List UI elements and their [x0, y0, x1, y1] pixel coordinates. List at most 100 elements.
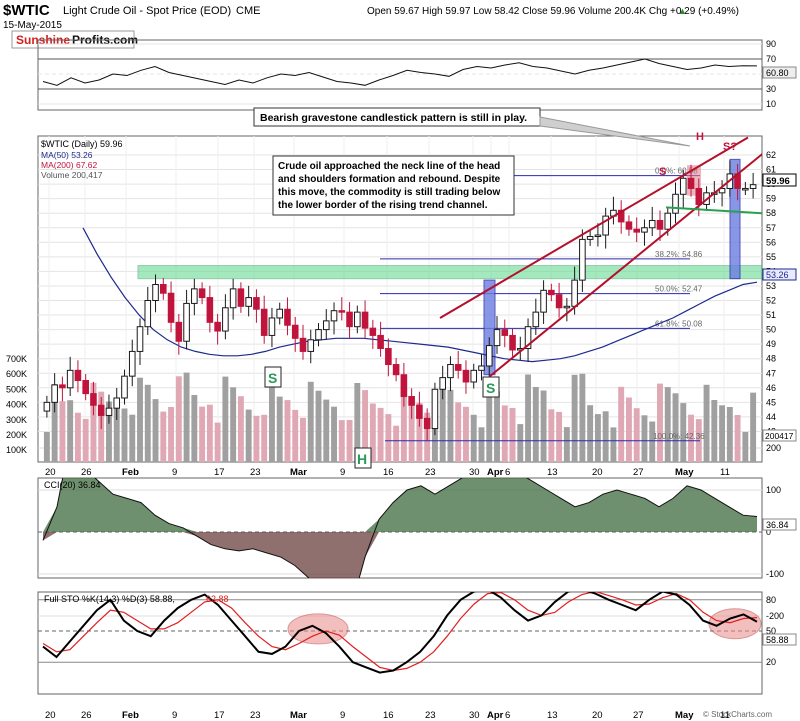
x-tick-label-bottom: 26	[81, 710, 92, 721]
volume-bar	[315, 390, 322, 462]
cci-label: CCI(20) 36.84	[44, 480, 101, 490]
x-tick-label-bottom: Mar	[290, 710, 307, 721]
volume-value-tag: 200417	[762, 429, 797, 442]
rsi-panel	[37, 39, 763, 111]
resistance-zone	[137, 265, 763, 280]
x-tick-label: 9	[340, 467, 345, 478]
candle-body	[656, 219, 664, 230]
moving-averages	[82, 227, 758, 363]
volume-bar	[214, 422, 221, 462]
sto-tick-label: 80	[766, 595, 776, 605]
candle-body	[408, 396, 415, 406]
x-tick-label: Feb	[122, 467, 139, 478]
label-s-top: S	[659, 166, 666, 178]
x-tick-label-bottom: 23	[425, 710, 436, 721]
volume-bar	[338, 420, 345, 462]
volume-bar	[726, 407, 733, 462]
volume-bar	[168, 407, 175, 462]
volume-bar	[292, 409, 299, 462]
volume-bar	[703, 384, 710, 462]
volume-tick-label: 200K	[6, 430, 27, 440]
candle-body	[245, 297, 252, 307]
candle-body	[113, 397, 121, 409]
x-tick-label: 16	[383, 467, 394, 478]
volume-bar	[300, 417, 306, 462]
volume-bar	[160, 411, 167, 462]
price-tick-label: 51	[766, 310, 776, 320]
volume-bar	[571, 374, 578, 462]
volume-bar	[121, 408, 128, 462]
candle-body	[253, 297, 260, 310]
svg-text:H: H	[357, 451, 367, 467]
price-tick-label: 53	[766, 281, 776, 291]
candle-body	[749, 184, 757, 189]
fib-label: 100.0%: 42.36	[653, 432, 705, 441]
marker-s-left: S	[264, 366, 282, 388]
volume-bar	[323, 399, 330, 462]
fib-label: 61.8%: 50.08	[655, 319, 703, 328]
candle-body	[416, 404, 423, 419]
volume-bar	[59, 401, 66, 462]
volume-bar	[268, 383, 275, 462]
rsi-tick-label: 30	[766, 84, 776, 94]
change-up-icon: ▲	[678, 6, 687, 16]
chart-date: 15-May-2015	[3, 20, 62, 31]
candle-body	[198, 288, 206, 299]
candle-body	[548, 289, 555, 296]
legend-volume: Volume 200,417	[41, 170, 103, 180]
price-tick-label: 45	[766, 397, 776, 407]
volume-bar	[649, 421, 656, 462]
volume-bar	[540, 390, 547, 462]
volume-bar	[563, 427, 570, 462]
volume-bar	[548, 409, 555, 462]
candle-body	[742, 187, 749, 191]
comment-box	[272, 155, 515, 216]
ma50-value-tag: 53.26	[762, 268, 797, 281]
candle-body	[641, 227, 648, 233]
neckline	[665, 206, 762, 215]
volume-bar	[82, 418, 89, 462]
volume-bar	[377, 407, 384, 462]
candle-body	[470, 369, 478, 383]
rsi-tick-label: 70	[766, 54, 776, 64]
volume-bar	[447, 389, 454, 462]
comment-line-3: this move, the commodity is still tradin…	[278, 187, 500, 198]
volume-bar	[742, 432, 749, 462]
svg-text:53.26: 53.26	[766, 270, 789, 280]
sto-highlight-may	[708, 608, 762, 640]
candle-body	[66, 369, 74, 389]
candle-body	[369, 327, 377, 336]
volume-bar	[494, 391, 500, 462]
fib-label: 38.2%: 54.86	[655, 250, 703, 259]
candle-body	[718, 187, 726, 194]
candle-body	[625, 221, 633, 230]
candle-body	[346, 311, 353, 328]
volume-bar	[633, 408, 640, 462]
volume-bar	[284, 400, 291, 462]
volume-bar	[362, 390, 369, 462]
marker-h-low: H	[354, 447, 372, 469]
candle-body	[392, 364, 400, 376]
candle-body	[214, 321, 221, 332]
volume-bar	[680, 403, 687, 462]
volume-bar	[664, 387, 671, 462]
price-tick-label: 58	[766, 208, 776, 218]
channel-upper	[439, 136, 749, 319]
volume-bar	[517, 424, 524, 462]
volume-bar	[331, 406, 337, 462]
candle-body	[82, 380, 89, 395]
candle-body	[361, 311, 369, 329]
cci-value-tag: 36.84	[762, 518, 797, 531]
price-tick-label: 56	[766, 237, 776, 247]
price-tick-label: 57	[766, 223, 776, 233]
sto-d-label: 62.88	[206, 594, 229, 604]
candle-body	[51, 384, 58, 403]
fib-label: 0.0%: 60.58	[655, 167, 698, 176]
candle-body	[144, 300, 152, 328]
candle-body	[485, 345, 493, 367]
gravestone-note: Bearish gravestone candlestick pattern i…	[260, 112, 527, 124]
volume-bar	[129, 414, 136, 462]
cci-tick-label: 200	[766, 443, 781, 453]
rsi-tick-label: 10	[766, 99, 776, 109]
x-tick-label: 23	[250, 467, 261, 478]
